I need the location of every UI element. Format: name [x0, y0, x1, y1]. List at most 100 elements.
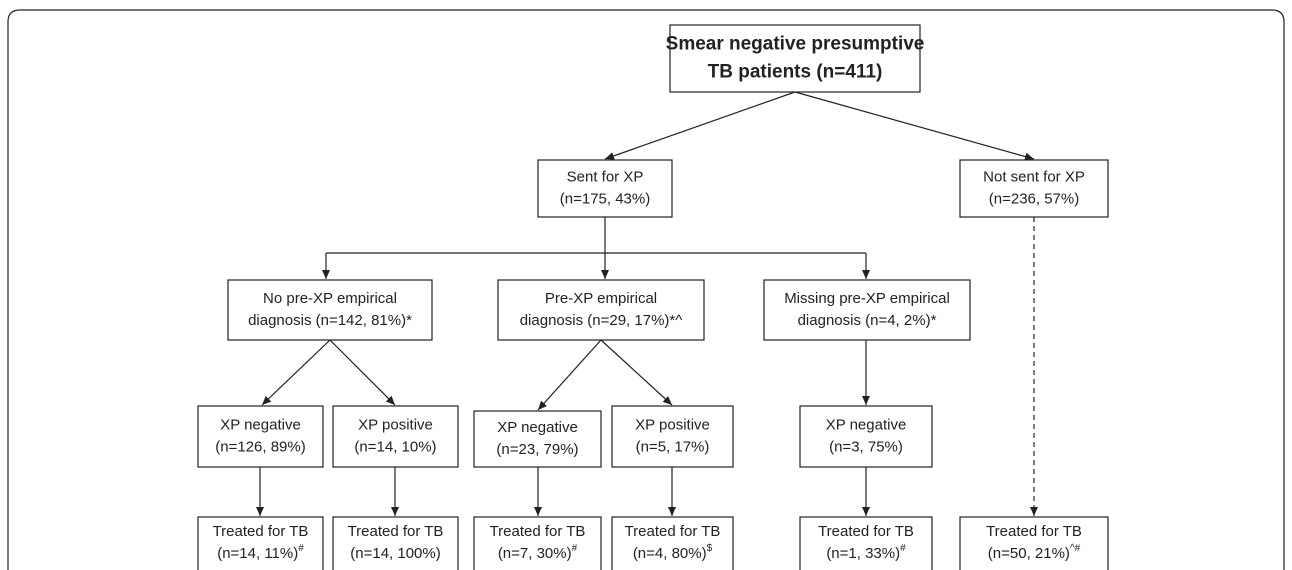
node: Treated for TB (n=14, 100%)	[332, 516, 459, 570]
node: Treated for TB (n=7, 30%)#	[473, 516, 602, 570]
node-label-text: XP negative	[826, 416, 907, 433]
node-label-text: Treated for TB	[986, 523, 1082, 540]
node-box	[799, 516, 933, 570]
footnote-mark: #	[298, 543, 304, 554]
node-label-text: (n=23, 79%)	[496, 441, 578, 458]
node: Treated for TB (n=50, 21%)^#	[959, 516, 1109, 570]
node-label: diagnosis (n=4, 2%)*	[798, 312, 937, 329]
footnote-mark: ^#	[1070, 543, 1081, 554]
arrow	[537, 339, 602, 411]
node-label-text: Treated for TB	[818, 523, 914, 540]
node-label-text: Treated for TB	[625, 523, 721, 540]
node-label: No pre-XP empirical	[263, 290, 397, 307]
node-label: (n=175, 43%)	[560, 190, 650, 207]
node-label-text: (n=5, 17%)	[636, 438, 710, 455]
node-label: Smear negative presumptive	[666, 34, 925, 55]
node-label: TB patients (n=411)	[708, 62, 883, 83]
node-box	[497, 279, 705, 341]
node-label-text: (n=14, 11%)	[217, 545, 298, 562]
node-box	[197, 516, 324, 570]
node-label-text: (n=1, 33%)	[826, 545, 900, 562]
node-label: (n=3, 75%)	[829, 438, 903, 455]
node: XP positive (n=5, 17%)	[611, 405, 734, 468]
arrow	[329, 339, 396, 406]
frame	[7, 9, 1285, 570]
footnote-mark: #	[572, 543, 578, 554]
node-box	[473, 516, 602, 570]
node-label: XP positive	[358, 416, 433, 433]
node-label: Treated for TB	[213, 523, 309, 540]
node-label-text: diagnosis (n=29, 17%)*^	[520, 312, 683, 329]
node-box	[332, 516, 459, 570]
node-box	[959, 516, 1109, 570]
node-label-text: No pre-XP empirical	[263, 290, 397, 307]
node-label: diagnosis (n=29, 17%)*^	[520, 312, 683, 329]
node-label: XP negative	[826, 416, 907, 433]
node-box	[799, 405, 933, 468]
node-label: Treated for TB	[348, 523, 444, 540]
node-label-text: Not sent for XP	[983, 168, 1085, 185]
node: Treated for TB (n=14, 11%)#	[197, 516, 324, 570]
node-label: (n=14, 100%)	[350, 545, 440, 562]
node-box	[763, 279, 971, 341]
node-label: XP negative	[497, 419, 578, 436]
node-label: diagnosis (n=142, 81%)*	[248, 312, 412, 329]
node-label-text: Sent for XP	[567, 168, 644, 185]
arrow	[604, 91, 796, 160]
node-label-text: XP positive	[635, 416, 710, 433]
node: Treated for TB (n=4, 80%)$	[611, 516, 734, 570]
node: Sent for XP (n=175, 43%)	[537, 159, 673, 218]
node-label: (n=5, 17%)	[636, 438, 710, 455]
node-label: Missing pre-XP empirical	[784, 290, 950, 307]
node-label: (n=7, 30%)#	[498, 543, 578, 562]
node-label-text: (n=3, 75%)	[829, 438, 903, 455]
node-label-text: Treated for TB	[213, 523, 309, 540]
node-box	[611, 405, 734, 468]
node-label-text: diagnosis (n=142, 81%)*	[248, 312, 412, 329]
node-box	[959, 159, 1109, 218]
node-label-text: (n=4, 80%)	[633, 545, 707, 562]
node-box	[227, 279, 433, 341]
node-label-text: (n=175, 43%)	[560, 190, 650, 207]
node: XP positive (n=14, 10%)	[332, 405, 459, 468]
node-label-text: (n=14, 100%)	[350, 545, 440, 562]
node-box	[197, 405, 324, 468]
node-label: Sent for XP	[567, 168, 644, 185]
node-box	[332, 405, 459, 468]
arrow	[600, 339, 673, 406]
node-label-text: (n=14, 10%)	[354, 438, 436, 455]
node-label-text: XP positive	[358, 416, 433, 433]
node-label: Pre-XP empirical	[545, 290, 657, 307]
node-label: (n=50, 21%)^#	[988, 543, 1081, 562]
node-label: (n=1, 33%)#	[826, 543, 906, 562]
node: No pre-XP empirical diagnosis (n=142, 81%…	[227, 279, 433, 341]
node-label: (n=126, 89%)	[215, 438, 305, 455]
footnote-mark: #	[900, 543, 906, 554]
node: XP negative (n=23, 79%)	[473, 410, 602, 468]
node: Smear negative presumptive TB patients (n…	[666, 24, 925, 93]
boxes: Smear negative presumptive TB patients (n…	[197, 24, 1109, 570]
node-label-text: Smear negative presumptive	[666, 34, 925, 55]
node-label-text: Missing pre-XP empirical	[784, 290, 950, 307]
node-label-text: XP negative	[497, 419, 578, 436]
node-label-text: TB patients (n=411)	[708, 62, 883, 83]
node: XP negative (n=3, 75%)	[799, 405, 933, 468]
node-label: (n=4, 80%)$	[633, 543, 713, 562]
node-label-text: diagnosis (n=4, 2%)*	[798, 312, 937, 329]
node-box	[537, 159, 673, 218]
node-box	[473, 410, 602, 468]
node-label-text: Pre-XP empirical	[545, 290, 657, 307]
node-label: XP negative	[220, 416, 301, 433]
node: Pre-XP empirical diagnosis (n=29, 17%)*^	[497, 279, 705, 341]
node-label-text: Treated for TB	[348, 523, 444, 540]
node: XP negative (n=126, 89%)	[197, 405, 324, 468]
node-label-text: (n=50, 21%)	[988, 545, 1070, 562]
arrow	[794, 91, 1035, 161]
arrow	[261, 339, 331, 406]
node-label-text: (n=7, 30%)	[498, 545, 572, 562]
node-label: (n=23, 79%)	[496, 441, 578, 458]
node-box	[611, 516, 734, 570]
node-label-text: XP negative	[220, 416, 301, 433]
node: Treated for TB (n=1, 33%)#	[799, 516, 933, 570]
connectors	[256, 91, 1038, 516]
